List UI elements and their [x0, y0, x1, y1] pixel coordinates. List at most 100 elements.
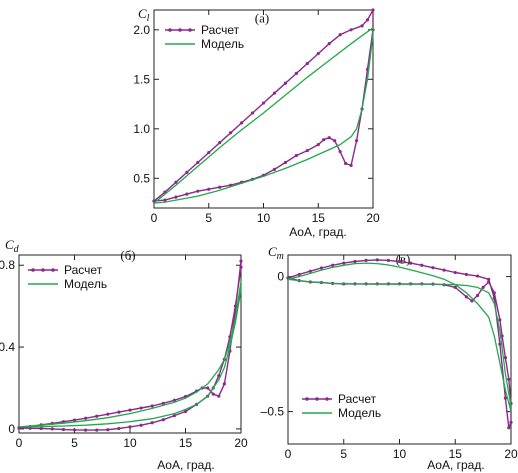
data-point — [239, 265, 243, 269]
panel-label: (б) — [120, 248, 135, 263]
series-line-calc — [18, 260, 242, 431]
data-point — [172, 414, 176, 418]
data-point — [294, 71, 298, 75]
data-point — [333, 139, 337, 143]
data-point — [327, 136, 331, 140]
data-point — [344, 161, 348, 166]
x-tick-label: 0 — [16, 436, 23, 450]
data-point — [229, 131, 233, 135]
legend-label: Расчет — [338, 392, 377, 406]
data-point — [316, 51, 320, 56]
data-point — [174, 180, 178, 184]
data-point — [207, 187, 211, 191]
data-point — [240, 121, 244, 125]
data-point — [431, 266, 435, 270]
series-line-calc — [153, 9, 374, 202]
data-point — [492, 296, 496, 300]
data-point — [95, 414, 99, 418]
data-point — [172, 398, 176, 402]
data-point — [503, 356, 508, 360]
data-point — [342, 261, 346, 265]
data-point — [338, 149, 342, 154]
x-tick-label: 10 — [123, 436, 137, 450]
data-point — [509, 420, 513, 424]
data-point — [487, 280, 491, 284]
data-point — [507, 377, 511, 381]
data-point — [464, 272, 468, 277]
data-point — [211, 392, 215, 396]
y-axis-label-subscript: m — [277, 251, 284, 262]
y-tick-label: 0 — [8, 422, 15, 436]
data-point — [106, 412, 110, 416]
data-point — [487, 277, 491, 281]
y-axis-label: Cl — [138, 6, 150, 24]
data-point — [507, 426, 511, 430]
legend-label: Расчет — [201, 23, 240, 37]
legend-label: Модель — [201, 37, 244, 51]
y-axis-label: Cm — [268, 244, 284, 262]
data-point — [50, 427, 54, 431]
data-point — [498, 318, 502, 322]
legend-marker — [168, 28, 172, 32]
data-point — [196, 160, 200, 165]
x-tick-label: 5 — [205, 211, 212, 225]
data-point — [305, 148, 309, 153]
x-tick-label: 20 — [504, 447, 518, 461]
data-point — [354, 139, 359, 143]
x-axis-label: AoA, град. — [427, 458, 484, 472]
data-point — [150, 404, 154, 408]
data-point — [453, 270, 457, 275]
data-point — [28, 426, 32, 430]
data-point — [319, 266, 324, 270]
x-tick-label: 5 — [340, 447, 347, 461]
data-point — [128, 408, 132, 412]
data-point — [481, 285, 485, 289]
x-tick-label: 0 — [151, 211, 158, 225]
panel-label: (в) — [396, 252, 411, 267]
y-tick-label: 1.0 — [133, 122, 150, 136]
data-point — [371, 8, 375, 12]
legend-marker — [41, 268, 45, 272]
x-tick-label: 10 — [257, 211, 271, 225]
data-point — [272, 91, 277, 95]
series-line-model — [153, 27, 374, 204]
data-point — [233, 304, 238, 308]
data-point — [409, 261, 413, 265]
data-point — [353, 259, 357, 264]
y-tick-label: 0 — [277, 270, 284, 284]
data-point — [163, 198, 167, 202]
data-point — [338, 33, 342, 37]
data-point — [217, 394, 221, 398]
data-point — [206, 386, 210, 390]
data-point — [470, 299, 474, 303]
data-point — [161, 401, 165, 405]
legend-marker — [315, 397, 319, 401]
y-tick-label: –0.5 — [261, 405, 285, 419]
y-axis-label-subscript: l — [147, 13, 150, 24]
data-point — [218, 141, 222, 145]
data-point — [349, 163, 353, 168]
data-point — [420, 263, 424, 267]
data-point — [72, 428, 77, 432]
legend-marker — [188, 28, 192, 32]
data-point — [305, 61, 309, 66]
data-point — [453, 285, 457, 289]
x-tick-label: 5 — [71, 436, 78, 450]
data-point — [442, 268, 446, 272]
data-point — [161, 418, 165, 422]
data-point — [174, 195, 178, 199]
chart-panel-1: 0 5 10 15 20 0 0.4 0.8 Cd AoA, град. (б) РасчетМоде… — [0, 237, 248, 472]
y-axis-label: Cd — [5, 237, 20, 255]
data-point — [72, 418, 77, 422]
legend-marker — [51, 268, 55, 272]
legend-marker — [178, 28, 182, 32]
data-point — [364, 258, 368, 262]
data-point — [297, 272, 301, 277]
data-point — [272, 167, 277, 171]
chart-panel-0: 0 5 10 15 20 0.5 1.0 1.5 2.0Cl AoA, град. (а) Расче… — [133, 6, 380, 239]
data-point — [185, 170, 189, 174]
x-tick-label: 10 — [393, 447, 407, 461]
data-point — [95, 428, 99, 432]
data-point — [349, 28, 353, 32]
